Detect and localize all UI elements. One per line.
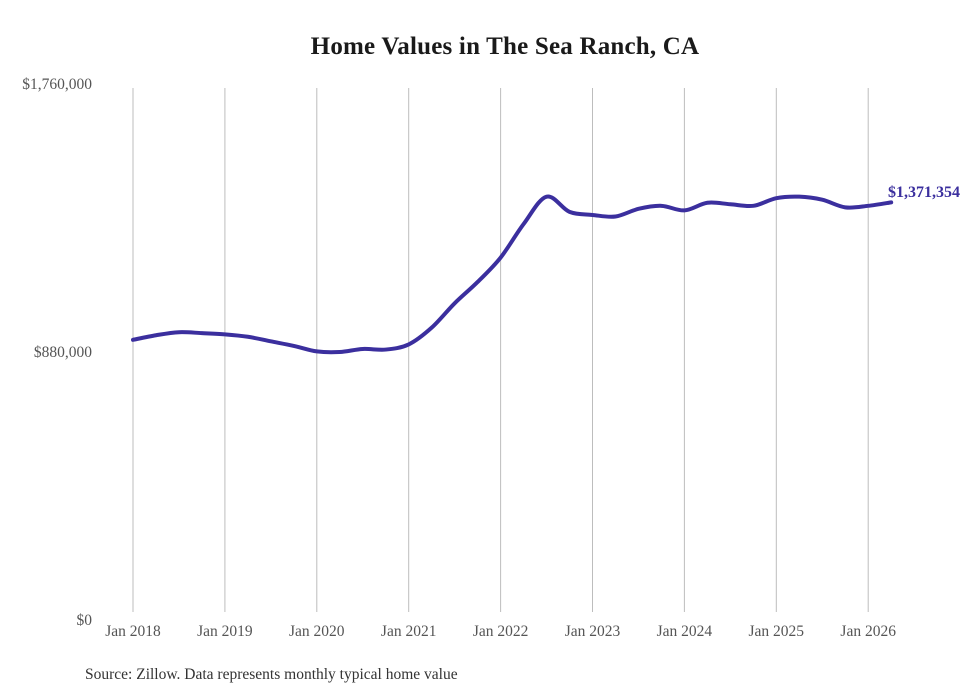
x-axis-tick-label: Jan 2026: [840, 623, 896, 640]
source-note: Source: Zillow. Data represents monthly …: [85, 666, 458, 683]
x-gridlines: [132, 88, 869, 612]
x-axis-tick-label: Jan 2020: [289, 623, 345, 640]
series-line-typical-home-value: [131, 194, 894, 355]
chart-title: Home Values in The Sea Ranch, CA: [310, 33, 700, 60]
y-axis-tick-label-top: $1,760,000: [22, 76, 92, 93]
x-axis-tick-label: Jan 2025: [748, 623, 805, 640]
x-axis-tick-label: Jan 2022: [472, 623, 529, 640]
x-axis-tick-label: Jan 2024: [656, 623, 713, 640]
end-value-annotation: $1,371,354: [888, 184, 960, 201]
x-axis-tick-label: Jan 2023: [564, 623, 621, 640]
x-axis-tick-label: Jan 2019: [197, 623, 253, 640]
x-axis-tick-label: Jan 2018: [105, 623, 161, 640]
y-axis-tick-label-mid: $880,000: [33, 344, 92, 361]
y-axis-tick-label-zero: $0: [76, 612, 93, 629]
x-axis-tick-label: Jan 2021: [380, 623, 437, 640]
